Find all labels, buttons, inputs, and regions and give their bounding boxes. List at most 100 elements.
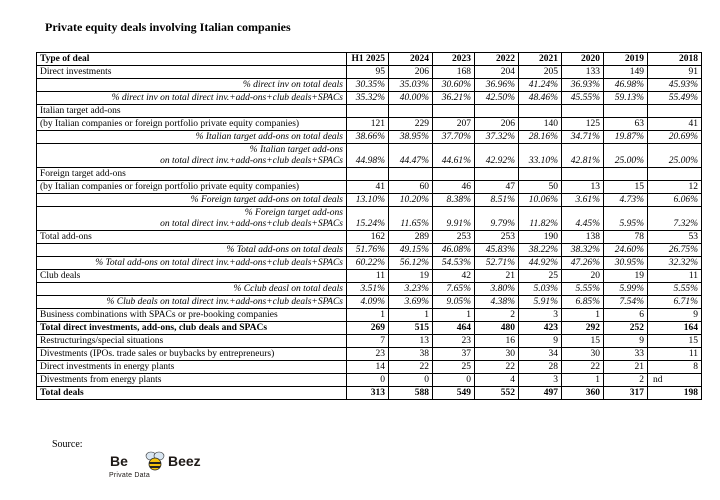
row-value: 3.51%	[346, 282, 389, 296]
row-value: 91	[647, 65, 702, 79]
row-value: 4.38%	[474, 295, 519, 309]
table-row: % Cclub deasl on total deals 3.51% 3.23% 7.…	[36, 282, 702, 296]
row-value: 1	[432, 308, 475, 322]
row-value: 25	[432, 360, 475, 374]
row-value: 22	[388, 360, 433, 374]
row-value: 8.38%	[432, 193, 475, 207]
row-label: Divestments (IPOs. trade sales or buybac…	[36, 347, 347, 361]
row-value: 20.69%	[647, 130, 702, 144]
row-label: % Total add-ons on total direct inv.+add…	[36, 256, 347, 270]
row-value: 4.09%	[346, 295, 389, 309]
row-value: 38.22%	[518, 243, 562, 257]
row-value	[561, 104, 604, 118]
table-row: % Total add-ons on total deals 51.76% 49.1…	[36, 243, 702, 257]
row-value: 38.66%	[346, 130, 389, 144]
row-label: % Foreign target add-ons on total deals	[36, 193, 347, 207]
row-value: 12	[647, 180, 702, 194]
row-value: 41.24%	[518, 78, 562, 92]
table-row: % Foreign target add-ons on total deals 1…	[36, 193, 702, 207]
row-value: 42	[432, 269, 475, 283]
logo-subtitle: Private Data	[109, 472, 150, 479]
row-value: 133	[561, 65, 604, 79]
row-label-line: % Italian target add-ons	[249, 144, 343, 155]
row-value: 20	[561, 269, 604, 283]
row-value: 47	[474, 180, 519, 194]
row-value: 190	[518, 230, 562, 244]
row-value: 7.54%	[603, 295, 648, 309]
row-label: % direct inv on total direct inv.+add-on…	[36, 91, 347, 105]
row-value: 44.98%	[346, 143, 389, 168]
deals-table: Type of deal H1 2025 2024 2023 2022 2021 2020 2…	[36, 52, 702, 400]
row-value: 30.60%	[432, 78, 475, 92]
row-value: 41	[346, 180, 389, 194]
row-value: 253	[474, 230, 519, 244]
row-value: 6.06%	[647, 193, 702, 207]
row-value: 24.60%	[603, 243, 648, 257]
row-value: 45.55%	[561, 91, 604, 105]
row-value: 1	[346, 308, 389, 322]
row-value: 21	[474, 269, 519, 283]
row-value: 26.75%	[647, 243, 702, 257]
bee-icon	[145, 451, 165, 471]
row-value: 8.51%	[474, 193, 519, 207]
row-value: 5.55%	[561, 282, 604, 296]
row-value	[388, 167, 433, 181]
row-value: 19	[388, 269, 433, 283]
row-value	[474, 167, 519, 181]
row-value: 45.93%	[647, 78, 702, 92]
row-value: 46	[432, 180, 475, 194]
header-year: 2022	[474, 52, 519, 66]
table-row: Total deals 313 588 549 552 497 360 317 198	[36, 386, 702, 400]
row-value: 28.16%	[518, 130, 562, 144]
row-value: 1	[561, 373, 604, 387]
row-value: 44.92%	[518, 256, 562, 270]
row-label: % Italian target add-ons on total deals	[36, 130, 347, 144]
row-value: 206	[388, 65, 433, 79]
row-value: 164	[647, 321, 702, 335]
not-available-note: nd	[653, 374, 663, 385]
row-value: 121	[346, 117, 389, 131]
row-value: 45.83%	[474, 243, 519, 257]
row-value: 8	[647, 360, 702, 374]
row-value: 198	[647, 386, 702, 400]
row-value: 16	[474, 334, 519, 348]
row-value: 42.50%	[474, 91, 519, 105]
row-value: 38	[388, 347, 433, 361]
row-label: % direct inv on total deals	[36, 78, 347, 92]
row-label-line: on total direct inv.+add-ons+club deals+…	[160, 218, 343, 229]
row-label: % Cclub deasl on total deals	[36, 282, 347, 296]
row-value: 63	[603, 117, 648, 131]
row-value: 13.10%	[346, 193, 389, 207]
row-value: 3.23%	[388, 282, 433, 296]
table-row: Total add-ons 162 289 253 253 190 138 78 53	[36, 230, 702, 244]
table-row: Club deals 11 19 42 21 25 20 19 11	[36, 269, 702, 283]
row-value: 9.79%	[474, 206, 519, 231]
table-row: % Total add-ons on total direct inv.+add…	[36, 256, 702, 270]
row-value: 15.24%	[346, 206, 389, 231]
row-value: 13	[388, 334, 433, 348]
row-value: 497	[518, 386, 562, 400]
row-value: 168	[432, 65, 475, 79]
row-value: 5.55%	[647, 282, 702, 296]
row-value: 53	[647, 230, 702, 244]
row-value: 5.91%	[518, 295, 562, 309]
table-row: Divestments (IPOs. trade sales or buybac…	[36, 347, 702, 361]
row-value: 6	[603, 308, 648, 322]
row-value: 515	[388, 321, 433, 335]
row-value: 33	[603, 347, 648, 361]
row-value: 25.00%	[647, 143, 702, 168]
row-value: 50	[518, 180, 562, 194]
row-value: 9.91%	[432, 206, 475, 231]
row-value: 1	[561, 308, 604, 322]
row-value: 13	[561, 180, 604, 194]
logo-be-text: Be	[110, 453, 128, 469]
row-value: 289	[388, 230, 433, 244]
row-value: 25.00%	[603, 143, 648, 168]
row-value: 10.06%	[518, 193, 562, 207]
row-value: 14	[346, 360, 389, 374]
row-value	[388, 104, 433, 118]
row-value	[518, 167, 562, 181]
row-value	[647, 104, 702, 118]
row-value: 7.65%	[432, 282, 475, 296]
row-value: 36.21%	[432, 91, 475, 105]
